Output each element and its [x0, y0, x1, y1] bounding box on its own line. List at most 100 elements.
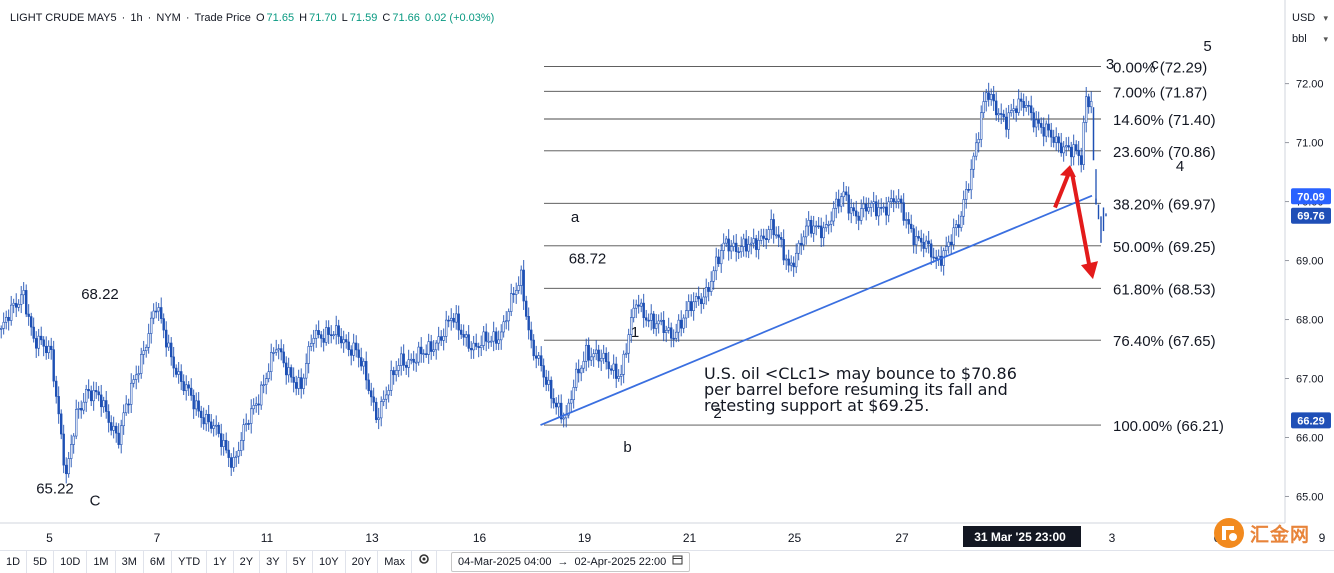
candle-body	[759, 235, 763, 241]
candle-body	[782, 239, 785, 261]
timeframe-button-10d[interactable]: 10D	[54, 551, 88, 573]
candle-body	[492, 331, 495, 342]
timeframe-button-ytd[interactable]: YTD	[172, 551, 208, 573]
candle-body	[749, 242, 753, 245]
candle-body	[987, 92, 990, 100]
candle-body	[85, 389, 88, 403]
candle-body	[282, 351, 285, 364]
candle-body	[817, 225, 820, 228]
candle-body	[227, 449, 230, 458]
candle-body	[774, 234, 778, 237]
candle-body	[687, 301, 690, 311]
timeframe-button-2y[interactable]: 2Y	[234, 551, 261, 573]
candle-body	[262, 384, 265, 386]
candle-body	[424, 353, 428, 355]
candle-body	[989, 94, 993, 100]
candle-body	[122, 412, 125, 427]
candle-body	[195, 400, 198, 410]
timeframe-button-6m[interactable]: 6M	[144, 551, 173, 573]
unit-select[interactable]: bbl ▾	[1290, 30, 1330, 48]
candle-body	[452, 317, 455, 323]
candle-body	[272, 352, 275, 354]
candle-body	[24, 290, 28, 315]
candle-body	[569, 399, 573, 404]
candle-body	[359, 357, 363, 367]
candle-body	[614, 363, 618, 379]
candle-body	[877, 207, 880, 217]
candle-body	[557, 402, 560, 408]
timeframe-button-max[interactable]: Max	[378, 551, 412, 573]
timeframe-button-5y[interactable]: 5Y	[287, 551, 314, 573]
price-badge	[1291, 207, 1331, 224]
candle-body	[237, 450, 240, 457]
settings-gear-icon[interactable]	[412, 551, 437, 573]
timeframe-group: 1D 5D 10D 1M 3M 6M YTD 1Y 2Y 3Y 5Y 10Y 20Y Max	[0, 551, 412, 573]
fib-level-label: 23.60% (70.86)	[1113, 144, 1216, 161]
projection-up-segment	[1053, 174, 1070, 209]
timeframe-button-3y[interactable]: 3Y	[260, 551, 287, 573]
candle-body	[369, 390, 373, 398]
candle-body	[427, 341, 430, 355]
candle-body	[449, 317, 453, 321]
candle-body	[639, 302, 643, 307]
candle-body	[374, 401, 378, 420]
candle-body	[1030, 105, 1033, 114]
candle-body	[167, 342, 170, 348]
candle-body	[999, 113, 1003, 115]
candle-body	[1022, 101, 1025, 108]
candle-body	[917, 236, 920, 239]
candle-body	[304, 363, 308, 379]
candle-body	[969, 168, 973, 191]
timeframe-button-5d[interactable]: 5D	[27, 551, 55, 573]
candle-body	[307, 346, 310, 364]
y-tick-label: 65.00	[1296, 491, 1324, 503]
candle-body	[829, 220, 833, 225]
candle-body	[482, 331, 485, 346]
y-tick-label: 67.00	[1296, 374, 1324, 386]
candle-body	[799, 242, 803, 246]
candle-body	[527, 316, 530, 331]
timeframe-button-20y[interactable]: 20Y	[346, 551, 379, 573]
candle-body	[17, 304, 20, 308]
change-value: 0.02 (+0.03%)	[424, 12, 495, 24]
candle-body	[185, 384, 188, 392]
candle-body	[1007, 112, 1010, 130]
candle-body	[477, 346, 480, 349]
date-range-picker[interactable]: 04-Mar-2025 04:00 → 02-Apr-2025 22:00	[450, 552, 691, 572]
candle-body	[912, 228, 915, 246]
candle-body	[1072, 144, 1075, 158]
candle-body	[235, 455, 238, 458]
candle-body	[67, 458, 70, 475]
chart-header: LIGHT CRUDE MAY5 · 1h · NYM · Trade Pric…	[10, 12, 495, 24]
currency-select[interactable]: USD ▾	[1290, 9, 1330, 27]
timeframe-button-1m[interactable]: 1M	[87, 551, 116, 573]
timeframe-button-3m[interactable]: 3M	[116, 551, 144, 573]
candle-body	[354, 342, 358, 351]
candle-body	[170, 342, 173, 358]
candle-body	[322, 338, 325, 343]
candle-body	[467, 334, 470, 349]
candle-body	[827, 224, 830, 226]
candle-body	[737, 251, 740, 253]
candle-body	[744, 238, 748, 252]
timeframe-button-10y[interactable]: 10Y	[313, 551, 346, 573]
projection-arrow	[1053, 165, 1098, 280]
candle-body	[719, 250, 723, 265]
candle-body	[1017, 98, 1020, 113]
timeframe-button-1y[interactable]: 1Y	[207, 551, 234, 573]
price-badge	[1291, 188, 1331, 205]
candle-body	[232, 457, 235, 468]
candle-body	[664, 330, 668, 333]
candle-body	[544, 376, 548, 385]
candle-body	[522, 269, 525, 302]
candle-body	[599, 358, 603, 362]
candle-body	[225, 440, 228, 451]
candle-body	[267, 371, 270, 379]
price-chart[interactable]: 65.0066.0067.0068.0069.0070.0071.0072.00…	[0, 0, 1334, 550]
candle-body	[332, 334, 335, 337]
candle-body	[299, 377, 303, 389]
timeframe-button-1d[interactable]: 1D	[0, 551, 28, 573]
candle-body	[494, 331, 498, 344]
symbol-name: LIGHT CRUDE MAY5	[10, 12, 117, 24]
candle-body	[432, 349, 435, 352]
